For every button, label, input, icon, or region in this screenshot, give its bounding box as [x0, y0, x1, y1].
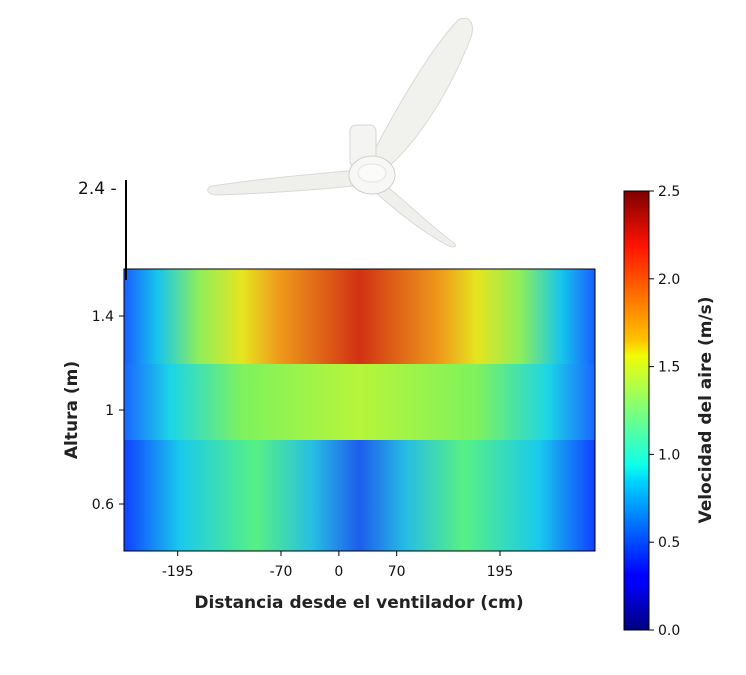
x-tick-label: 195: [487, 564, 514, 580]
y-tick-label: 1: [105, 403, 114, 419]
y-tick-label: 0.6: [92, 497, 114, 513]
colorbar: [623, 190, 650, 631]
colorbar-tick-label: 2.0: [658, 272, 680, 288]
colorbar-label: Velocidad del aire (m/s): [696, 296, 716, 523]
y-axis-label: Altura (m): [62, 361, 82, 459]
ceiling-fan-icon: [207, 17, 473, 248]
y-extra-tick-label: 2.4 -: [78, 179, 117, 199]
colorbar-tick-label: 0.0: [658, 623, 680, 639]
colorbar-tick-label: 0.5: [658, 535, 680, 551]
x-tick-label: 0: [334, 564, 343, 580]
heatmap-image: [124, 269, 595, 551]
y-tick-label: 1.4: [92, 309, 114, 325]
colorbar-tick-label: 2.5: [658, 184, 680, 200]
colorbar-tick-label: 1.0: [658, 447, 680, 463]
x-axis-label: Distancia desde el ventilador (cm): [194, 593, 523, 613]
x-tick-label: -195: [162, 564, 194, 580]
colorbar-tick-label: 1.5: [658, 360, 680, 376]
x-tick-label: 70: [388, 564, 406, 580]
x-tick-label: -70: [270, 564, 293, 580]
